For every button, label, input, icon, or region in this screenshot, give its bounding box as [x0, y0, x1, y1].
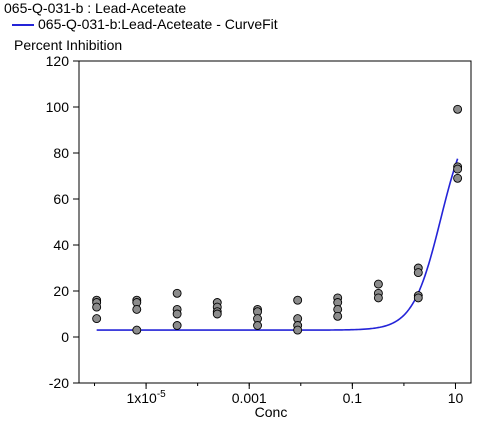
data-point	[373, 279, 383, 289]
data-point	[453, 173, 463, 183]
legend-label-points: 065-Q-031-b : Lead-Aceteate	[4, 0, 187, 16]
legend-entry-curvefit: 065-Q-031-b:Lead-Aceteate - CurveFit	[4, 16, 278, 32]
x-tick-label: 0.1	[343, 390, 363, 406]
points-layer	[92, 104, 463, 335]
x-tick-label: 0.001	[232, 390, 267, 406]
legend-label-curvefit: 065-Q-031-b:Lead-Aceteate - CurveFit	[38, 16, 278, 32]
data-point	[453, 164, 463, 174]
y-tick-label: 0	[61, 329, 69, 345]
legend-entry-points: 065-Q-031-b : Lead-Aceteate	[4, 0, 186, 16]
data-point	[293, 295, 303, 305]
y-tick-label: 80	[53, 145, 69, 161]
axis-ticks-layer	[73, 60, 456, 389]
y-tick-label: -20	[49, 375, 69, 391]
x-tick-label: 10	[448, 390, 464, 406]
data-point	[253, 321, 262, 330]
x-axis-label: Conc	[255, 404, 288, 420]
y-tick-label: 60	[53, 191, 69, 207]
data-point	[132, 304, 142, 314]
data-point	[172, 288, 182, 298]
data-point	[212, 309, 222, 319]
x-tick-label: 1x10-5	[126, 389, 166, 406]
y-tick-label: 20	[53, 283, 69, 299]
data-point	[172, 321, 182, 330]
data-point	[92, 314, 102, 324]
data-point	[293, 325, 303, 335]
plot-frame	[78, 60, 472, 384]
curve-fit-line	[96, 158, 459, 331]
y-axis-label: Percent Inhibition	[14, 37, 123, 53]
data-point	[413, 293, 423, 303]
data-point	[132, 325, 142, 335]
data-point	[333, 311, 343, 321]
curve-layer	[96, 158, 459, 331]
data-point	[92, 302, 102, 312]
data-point	[453, 104, 463, 114]
tick-label-layer: -20 0 20 40 60 80 100 120 1x10-5 0.001 0.1 10	[46, 53, 464, 406]
y-tick-label: 120	[46, 53, 70, 69]
data-point	[172, 309, 182, 319]
data-point	[413, 268, 423, 278]
y-tick-label: 40	[53, 237, 69, 253]
data-point	[373, 293, 383, 303]
legend-swatch-curvefit	[12, 24, 34, 27]
y-tick-label: 100	[46, 99, 70, 115]
